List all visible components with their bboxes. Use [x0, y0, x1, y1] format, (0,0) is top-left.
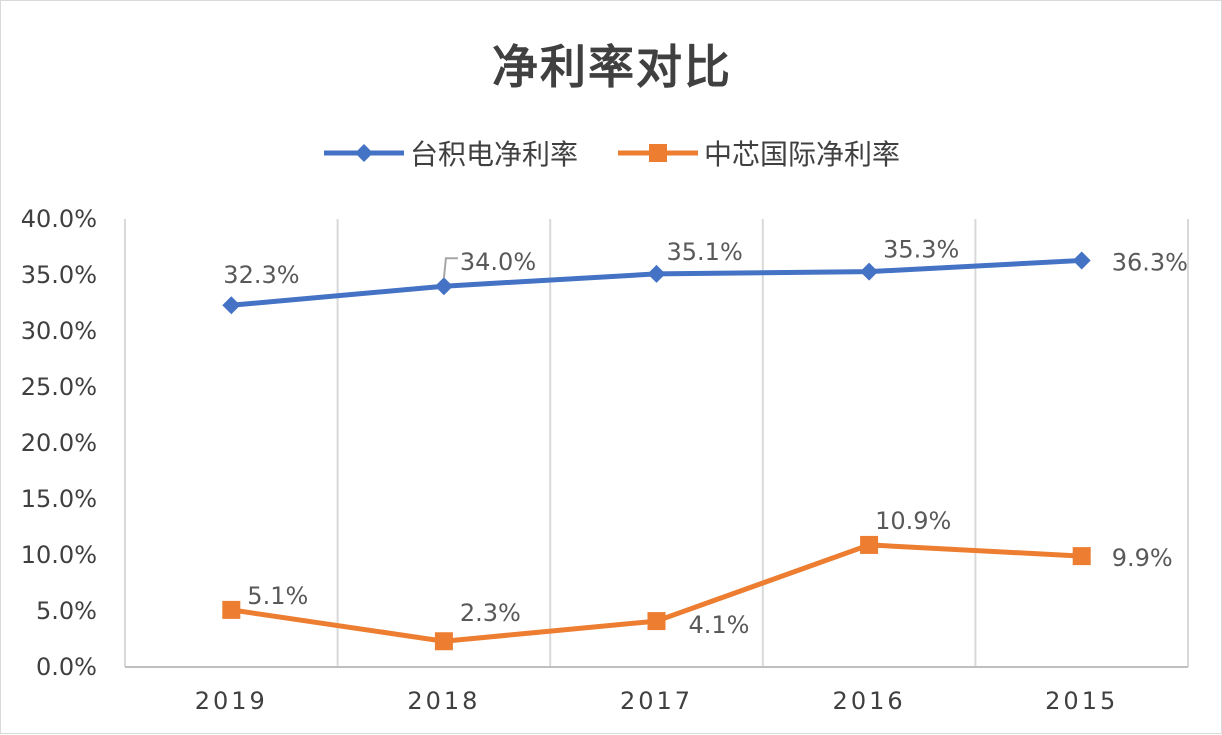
legend-swatch-smic — [618, 144, 698, 162]
x-tick-label: 2015 — [1045, 687, 1118, 715]
legend-label-smic: 中芯国际净利率 — [704, 138, 901, 171]
data-label-leader-line — [442, 257, 458, 279]
data-label: 32.3% — [223, 261, 299, 289]
data-point-square — [860, 535, 879, 554]
data-point-square — [222, 600, 241, 619]
x-tick-label: 2019 — [195, 687, 268, 715]
legend-item-smic: 中芯国际净利率 — [618, 133, 900, 173]
y-tick-label: 15.0% — [21, 485, 97, 513]
data-point-diamond — [222, 296, 241, 315]
data-point-diamond — [647, 264, 666, 283]
chart-title: 净利率对比 — [492, 40, 732, 94]
data-point-diamond — [434, 277, 453, 296]
y-tick-label: 5.0% — [36, 597, 97, 625]
data-label: 10.9% — [875, 507, 951, 535]
y-tick-label: 35.0% — [21, 261, 97, 289]
legend-swatch-tsmc — [323, 144, 404, 162]
x-tick-label: 2017 — [620, 687, 693, 715]
data-point-square — [647, 612, 666, 631]
x-tick-label: 2018 — [407, 687, 480, 715]
y-tick-label: 30.0% — [21, 317, 97, 345]
y-tick-label: 40.0% — [21, 205, 97, 233]
data-point-diamond — [860, 262, 879, 281]
y-tick-label: 20.0% — [21, 429, 97, 457]
data-label: 5.1% — [247, 582, 308, 610]
x-tick-label: 2016 — [833, 687, 906, 715]
data-label: 4.1% — [689, 611, 750, 639]
data-point-square — [1072, 547, 1091, 566]
data-label: 36.3% — [1112, 248, 1188, 276]
y-tick-label: 25.0% — [21, 373, 97, 401]
legend-label-tsmc: 台积电净利率 — [409, 138, 578, 171]
data-label: 9.9% — [1112, 544, 1173, 572]
y-tick-label: 10.0% — [21, 541, 97, 569]
legend: 台积电净利率 中芯国际净利率 — [1, 133, 1222, 173]
data-label: 34.0% — [460, 248, 536, 276]
data-point-square — [434, 632, 453, 651]
legend-item-tsmc: 台积电净利率 — [323, 133, 578, 173]
y-tick-label: 0.0% — [36, 653, 97, 681]
data-point-diamond — [1072, 251, 1091, 270]
data-label: 35.1% — [667, 238, 743, 266]
data-label: 2.3% — [460, 599, 521, 627]
data-label: 35.3% — [883, 236, 959, 264]
